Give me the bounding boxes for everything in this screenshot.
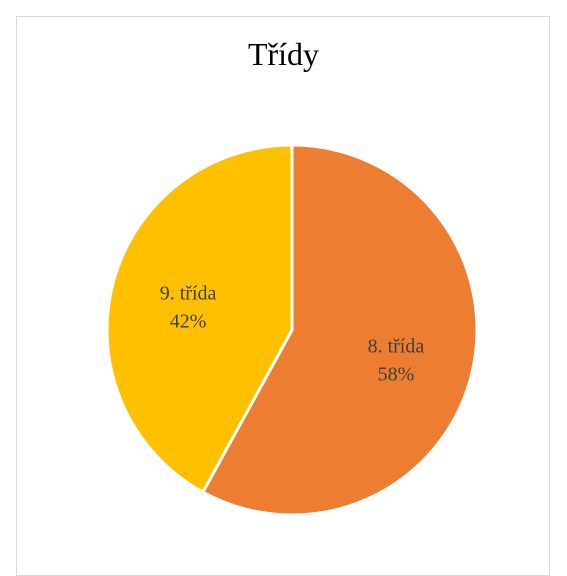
- slice-value-label: 58%: [378, 364, 415, 386]
- slice-category-label: 9. třída: [160, 282, 217, 304]
- pie-labels: 8. třída 58% 9. třída 42%: [160, 282, 425, 385]
- slice-category-label: 8. třída: [368, 336, 425, 358]
- chart-title: Třídy: [247, 36, 320, 72]
- pie-slices: [105, 143, 479, 517]
- pie-slice-1: [201, 143, 479, 517]
- pie-slice-2: [105, 143, 294, 494]
- slice-value-label: 42%: [170, 310, 207, 332]
